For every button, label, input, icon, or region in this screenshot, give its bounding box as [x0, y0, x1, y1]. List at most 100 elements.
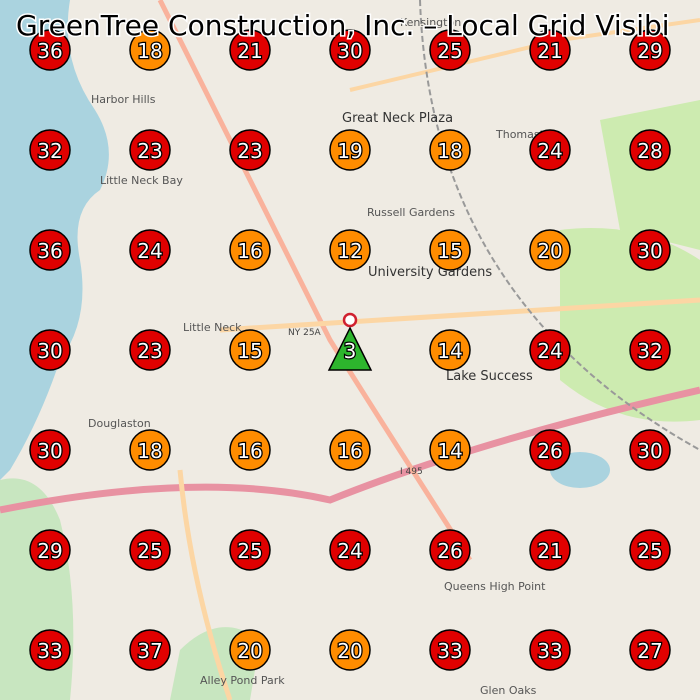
place-label: Russell Gardens	[367, 206, 455, 219]
rank-marker	[29, 329, 71, 371]
rank-label: 18	[437, 139, 462, 163]
place-label: Harbor Hills	[91, 93, 156, 106]
rank-label: 20	[337, 639, 362, 663]
rank-marker	[429, 229, 471, 271]
rank-marker	[429, 29, 471, 71]
rank-marker	[327, 326, 373, 371]
rank-marker	[229, 229, 271, 271]
road	[157, 0, 473, 562]
rank-marker	[529, 329, 571, 371]
rank-label: 15	[437, 239, 462, 263]
rank-label: 36	[37, 39, 62, 63]
rank-marker	[129, 429, 171, 471]
rank-marker	[29, 529, 71, 571]
rank-marker	[629, 329, 671, 371]
title: GreenTree Construction, Inc. – Local Gri…	[16, 9, 670, 42]
rank-label: 20	[237, 639, 262, 663]
rank-marker	[529, 229, 571, 271]
rank-marker	[129, 129, 171, 171]
rank-label: 30	[337, 39, 362, 63]
rank-marker	[329, 129, 371, 171]
rank-marker	[329, 429, 371, 471]
rank-marker	[129, 229, 171, 271]
rank-label: 32	[37, 139, 62, 163]
rank-label: 24	[137, 239, 162, 263]
rank-marker	[429, 429, 471, 471]
rank-marker	[229, 629, 271, 671]
rank-marker	[129, 29, 171, 71]
rank-label: 33	[37, 639, 62, 663]
rank-label: 14	[437, 339, 462, 363]
place-label: Queens High Point	[444, 580, 546, 593]
rank-marker	[329, 229, 371, 271]
rank-label: 25	[637, 539, 662, 563]
rank-label: 16	[337, 439, 362, 463]
rank-label: 16	[237, 239, 262, 263]
rank-marker	[29, 129, 71, 171]
rank-marker	[229, 329, 271, 371]
rank-label: 18	[137, 439, 162, 463]
rank-marker	[229, 129, 271, 171]
rank-label: 21	[237, 39, 262, 63]
rank-label: 33	[537, 639, 562, 663]
rank-label: 30	[637, 239, 662, 263]
rank-marker	[329, 29, 371, 71]
rank-label: 15	[237, 339, 262, 363]
rank-label: 18	[137, 39, 162, 63]
expressway	[0, 386, 700, 514]
rank-label: 26	[537, 439, 562, 463]
place-label: Glen Oaks	[480, 684, 537, 697]
place-label: Lake Success	[446, 369, 533, 384]
rank-label: 16	[237, 439, 262, 463]
road-label: I 495	[400, 467, 423, 477]
rank-marker	[29, 429, 71, 471]
road	[177, 469, 233, 700]
rank-marker	[29, 229, 71, 271]
rank-label: 25	[437, 39, 462, 63]
rank-marker	[429, 329, 471, 371]
rank-marker	[229, 429, 271, 471]
rank-marker	[329, 529, 371, 571]
rank-label: 32	[637, 339, 662, 363]
rank-marker	[529, 129, 571, 171]
park	[560, 228, 700, 422]
place-label: University Gardens	[368, 265, 492, 280]
rank-marker	[629, 229, 671, 271]
rank-label: 24	[537, 339, 562, 363]
rank-label: 21	[537, 39, 562, 63]
rank-marker	[429, 129, 471, 171]
rank-marker	[529, 529, 571, 571]
rank-label: 23	[237, 139, 262, 163]
rank-label: 19	[337, 139, 362, 163]
rank-label: 25	[237, 539, 262, 563]
rank-marker	[329, 629, 371, 671]
rank-label: 36	[37, 239, 62, 263]
rank-label: 3	[344, 339, 357, 363]
rank-marker	[229, 29, 271, 71]
rank-marker	[129, 629, 171, 671]
rank-marker	[529, 29, 571, 71]
rank-label: 24	[537, 139, 562, 163]
rank-label: 28	[637, 139, 662, 163]
rank-marker	[529, 629, 571, 671]
place-label: Great Neck Plaza	[342, 111, 453, 126]
rank-label: 30	[37, 339, 62, 363]
rank-marker	[29, 29, 71, 71]
rank-marker	[529, 429, 571, 471]
rank-marker	[129, 329, 171, 371]
rank-marker	[429, 629, 471, 671]
rank-marker	[629, 429, 671, 471]
rank-marker	[429, 529, 471, 571]
place-label: Kensington	[400, 16, 461, 29]
rank-label: 24	[337, 539, 362, 563]
road	[219, 297, 700, 333]
rank-label: 37	[137, 639, 162, 663]
rank-label: 20	[537, 239, 562, 263]
road-label: NY 25A	[288, 328, 322, 338]
location-pin	[342, 312, 358, 328]
rank-label: 25	[137, 539, 162, 563]
park	[600, 100, 700, 250]
rank-label: 29	[37, 539, 62, 563]
